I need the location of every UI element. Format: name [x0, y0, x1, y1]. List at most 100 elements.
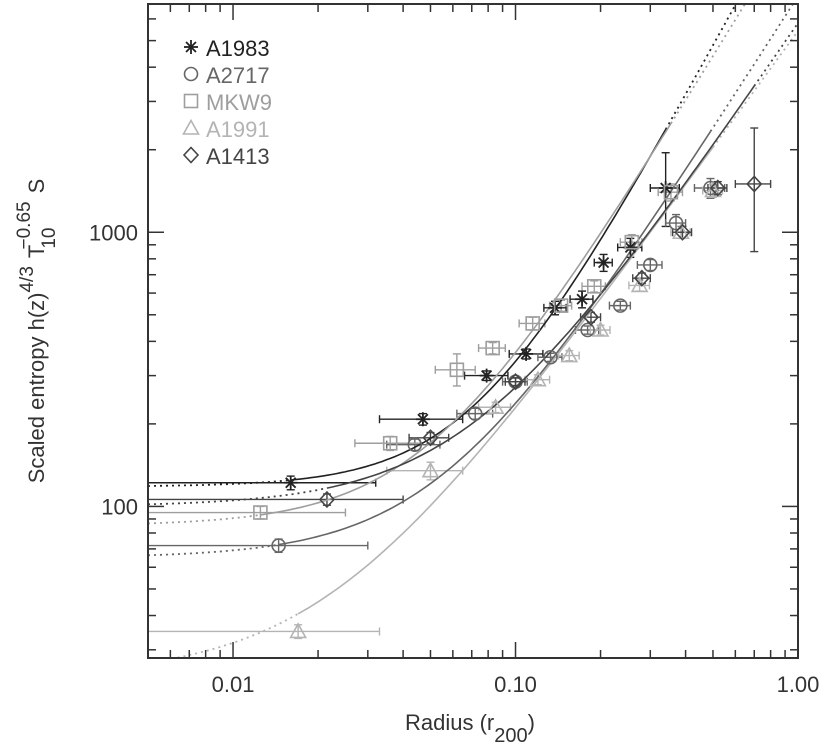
data-point-a2717 — [703, 180, 718, 196]
legend-label-a2717: A2717 — [206, 63, 270, 88]
data-point-a1413-shape — [507, 373, 524, 391]
fit-extrapolation-outer-a1991 — [712, 30, 798, 148]
data-marker-layer — [253, 175, 763, 639]
data-point-a1413-shape — [422, 429, 439, 447]
data-point-a2717 — [543, 349, 558, 365]
legend-marker-a2717 — [183, 66, 199, 82]
x-tick-label: 1.00 — [777, 672, 820, 697]
y-axis-title-main: Scaled entropy h(z) — [24, 293, 49, 484]
data-point-mkw9-shape — [553, 298, 569, 313]
legend-marker-mkw9 — [183, 93, 199, 109]
data-point-a1991 — [591, 320, 610, 337]
data-point-a2717-shape — [668, 215, 684, 231]
data-point-a2717-shape — [580, 322, 595, 338]
data-point-a1991 — [529, 370, 547, 387]
y-tick-label: 100 — [101, 494, 138, 519]
fit-extrapolation-outer-a1413 — [753, 22, 798, 87]
data-point-a1413-shape — [318, 490, 336, 509]
legend-marker-a2717-shape — [183, 66, 199, 82]
data-point-mkw9-shape — [525, 316, 540, 331]
x-axis-title-close: ) — [528, 710, 535, 735]
data-point-a1983-stroke — [660, 182, 672, 194]
y-axis-title-s: S — [24, 179, 49, 194]
data-point-a1983 — [415, 412, 430, 427]
data-point-a1983-stroke — [417, 413, 429, 425]
data-point-a2717-shape — [613, 298, 628, 313]
data-point-a1991-shape — [704, 181, 722, 198]
legend-marker-a1983-stroke — [185, 41, 197, 53]
data-point-a1983 — [596, 255, 611, 270]
data-point-a2717 — [668, 215, 684, 231]
data-point-a1413 — [633, 269, 650, 287]
fit-extrapolation-outer-mkw9 — [670, 4, 747, 125]
legend-label-mkw9: MKW9 — [206, 90, 272, 115]
y-axis-title-t: T — [24, 245, 49, 258]
data-point-a1991 — [421, 461, 440, 478]
data-point-mkw9 — [553, 298, 569, 313]
data-point-a1413 — [709, 179, 726, 197]
data-point-mkw9 — [525, 316, 540, 331]
data-point-a1413 — [674, 223, 691, 241]
data-point-a1991-shape — [486, 398, 505, 415]
fit-curve-mkw9 — [260, 123, 672, 516]
data-point-a2717 — [642, 257, 658, 273]
tick-layer: 0.01 0.10 1.00 100 1000 — [89, 4, 819, 697]
data-point-a2717-shape — [271, 538, 286, 553]
data-point-a1991 — [486, 398, 505, 415]
data-point-a1413-shape — [582, 308, 600, 326]
data-point-a1983-stroke — [576, 293, 588, 305]
data-point-a1991 — [560, 346, 579, 363]
fit-extrapolation-inner-a1413 — [148, 487, 328, 506]
legend-marker-mkw9-shape — [183, 93, 199, 109]
data-point-a1991-shape — [591, 320, 610, 337]
data-point-mkw9 — [586, 279, 602, 294]
data-point-a1983-stroke — [285, 477, 297, 489]
fit-curve-a1991 — [297, 146, 714, 615]
legend-label-a1991: A1991 — [206, 117, 270, 142]
fit-curve-a1413 — [326, 85, 755, 489]
data-point-a1983 — [575, 292, 590, 307]
data-point-mkw9-shape — [382, 435, 398, 451]
data-point-a1413 — [746, 175, 763, 193]
data-point-a2717 — [467, 406, 483, 421]
data-point-a2717 — [271, 538, 286, 553]
data-point-mkw9-shape — [624, 234, 640, 250]
data-point-a1991-shape — [421, 461, 440, 478]
fit-curve-a1983 — [290, 129, 667, 481]
fit-curve-layer — [148, 4, 798, 658]
data-point-a1413 — [422, 429, 439, 447]
data-point-a1991-shape — [529, 370, 547, 387]
legend-label-a1983: A1983 — [206, 36, 270, 61]
data-point-mkw9-shape — [485, 340, 500, 356]
data-point-a1991-shape — [289, 622, 307, 639]
y-tick-label: 1000 — [89, 220, 138, 245]
fit-extrapolation-inner-a2717 — [148, 543, 279, 557]
data-point-a1983 — [283, 475, 298, 490]
data-point-a2717 — [580, 322, 595, 338]
y-axis-title-exp1: 4/3 — [17, 266, 38, 292]
data-point-mkw9 — [624, 234, 640, 250]
data-point-a1983-stroke — [597, 257, 610, 269]
x-tick-label: 0.10 — [494, 672, 537, 697]
data-point-a2717-shape — [703, 180, 718, 196]
fit-extrapolation-inner-mkw9 — [148, 514, 261, 525]
data-point-a2717 — [407, 437, 423, 452]
data-point-a2717-shape — [642, 257, 658, 273]
y-axis-title-exp2: −0.65 — [14, 201, 35, 249]
data-point-a1983-stroke — [624, 241, 636, 254]
svg-text:Scaled entropy h(z)4/3T10−0.65: Scaled entropy h(z)4/3 T10−0.65 S — [14, 179, 60, 484]
data-point-a2717-shape — [467, 406, 483, 421]
data-point-mkw9-shape — [663, 184, 679, 200]
data-point-a1991-shape — [560, 346, 579, 363]
legend-marker-a1983 — [184, 40, 198, 54]
data-point-mkw9 — [485, 340, 500, 356]
data-point-a1983 — [658, 181, 673, 196]
y-axis-title: Scaled entropy h(z)4/3 T10−0.65 S — [14, 179, 60, 484]
y-axis-title-t-sub: 10 — [39, 227, 60, 248]
data-point-a1413 — [582, 308, 600, 326]
legend-marker-a1991 — [182, 118, 200, 135]
data-point-a2717-shape — [543, 349, 558, 365]
data-point-mkw9-shape — [253, 505, 268, 520]
data-point-a1991 — [289, 622, 307, 639]
